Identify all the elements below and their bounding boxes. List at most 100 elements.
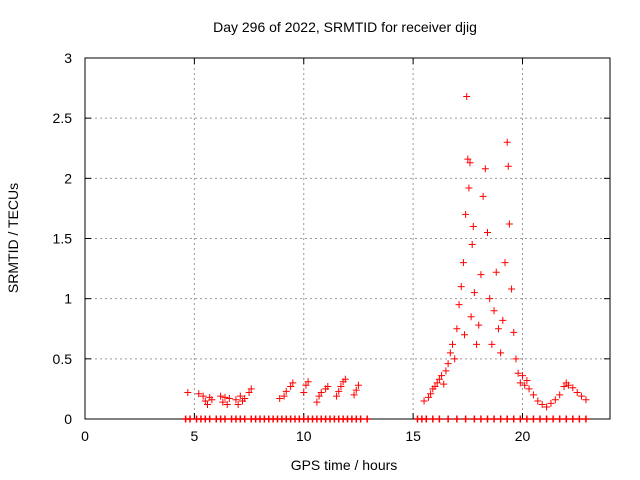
- zero-marker: [484, 415, 491, 423]
- data-point: [521, 381, 529, 389]
- data-point: [505, 220, 513, 228]
- data-point: [236, 392, 244, 400]
- zero-marker: [543, 415, 551, 423]
- data-point: [324, 383, 332, 391]
- zero-marker: [516, 415, 524, 423]
- data-point: [457, 283, 465, 291]
- y-tick-label: 2: [64, 170, 72, 186]
- zero-marker: [444, 415, 452, 423]
- zero-marker: [503, 415, 511, 423]
- data-point: [508, 285, 516, 293]
- data-point: [538, 401, 546, 409]
- data-point: [420, 397, 428, 405]
- data-point: [573, 389, 581, 397]
- data-point: [241, 395, 249, 403]
- x-tick-label: 15: [405, 428, 421, 444]
- zero-marker: [582, 415, 590, 423]
- data-point: [317, 389, 325, 397]
- data-point: [217, 392, 225, 400]
- zero-marker: [529, 415, 537, 423]
- data-point: [446, 349, 454, 357]
- zero-marker: [221, 415, 229, 423]
- zero-value-markers: [182, 415, 590, 423]
- data-point: [442, 367, 450, 375]
- data-point: [466, 159, 474, 167]
- data-point: [525, 385, 533, 393]
- data-point: [440, 380, 448, 388]
- data-point: [199, 392, 207, 400]
- data-point: [276, 395, 284, 403]
- data-point: [462, 210, 470, 218]
- data-point: [582, 396, 590, 404]
- data-point: [473, 340, 481, 348]
- data-point: [245, 389, 253, 397]
- data-point: [449, 340, 456, 348]
- data-point: [221, 393, 229, 401]
- data-point: [302, 381, 310, 389]
- data-point: [435, 375, 443, 383]
- zero-marker: [497, 415, 505, 423]
- data-point: [225, 395, 233, 403]
- data-point: [289, 379, 297, 387]
- x-tick-label: 10: [296, 428, 312, 444]
- data-point: [208, 396, 216, 404]
- data-point: [451, 355, 459, 363]
- data-point: [313, 398, 321, 406]
- y-tick-label: 0: [64, 411, 72, 427]
- data-point: [503, 138, 511, 146]
- data-point: [492, 268, 500, 276]
- zero-marker: [422, 415, 430, 423]
- data-point: [300, 389, 308, 397]
- y-tick-label: 3: [64, 50, 72, 66]
- zero-marker: [470, 415, 478, 423]
- data-point: [223, 401, 231, 409]
- data-point: [287, 383, 295, 391]
- data-point: [512, 355, 520, 363]
- data-point: [431, 383, 439, 391]
- y-tick-label: 1.5: [53, 231, 73, 247]
- data-point: [455, 301, 463, 309]
- data-point: [427, 390, 435, 398]
- data-point: [560, 383, 568, 391]
- data-point: [459, 259, 467, 267]
- data-point: [453, 325, 461, 333]
- data-point: [424, 393, 432, 401]
- data-point: [304, 378, 312, 386]
- y-tick-label: 0.5: [53, 351, 73, 367]
- zero-marker: [477, 415, 485, 423]
- x-tick-label: 20: [515, 428, 531, 444]
- data-point: [499, 316, 507, 324]
- data-point: [464, 155, 472, 163]
- zero-marker: [186, 415, 194, 423]
- zero-marker: [510, 415, 518, 423]
- data-point: [195, 390, 203, 398]
- data-point: [510, 328, 518, 336]
- data-point: [504, 162, 512, 170]
- data-point: [234, 401, 242, 409]
- data-point: [335, 387, 343, 395]
- data-point: [534, 397, 542, 405]
- data-point: [564, 381, 572, 389]
- x-axis-ticks: 0 5 10 15 20: [81, 58, 530, 444]
- data-point: [519, 372, 526, 380]
- y-tick-label: 2.5: [53, 110, 73, 126]
- data-point: [219, 398, 227, 406]
- data-point: [467, 313, 475, 321]
- data-point: [352, 386, 360, 394]
- zero-marker: [549, 415, 557, 423]
- data-point: [184, 389, 192, 397]
- data-point: [280, 392, 288, 400]
- data-point: [556, 391, 564, 399]
- data-point: [350, 391, 358, 399]
- data-point: [543, 403, 551, 411]
- data-point: [433, 379, 441, 387]
- chart-title: Day 296 of 2022, SRMTID for receiver dji…: [213, 19, 477, 35]
- zero-marker: [435, 415, 443, 423]
- data-point: [204, 401, 211, 409]
- y-axis-ticks: 0 0.5 1 1.5 2 2.5 3: [53, 50, 610, 427]
- x-tick-label: 5: [190, 428, 198, 444]
- data-point: [490, 307, 498, 315]
- zero-marker: [536, 415, 544, 423]
- data-point: [341, 375, 349, 383]
- data-point: [438, 372, 446, 380]
